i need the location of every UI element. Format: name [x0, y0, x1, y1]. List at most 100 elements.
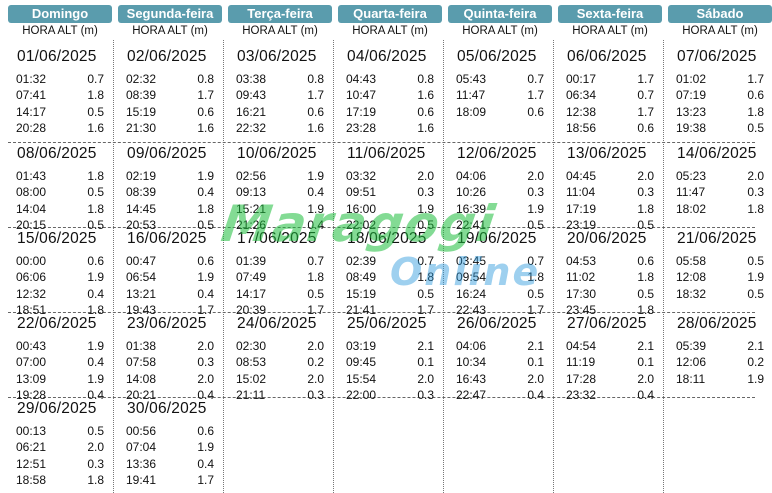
tide-time: 16:00	[346, 201, 377, 216]
tide-time: 08:53	[236, 355, 267, 370]
tide-height: 0.7	[417, 254, 434, 268]
tide-height: 1.8	[197, 201, 214, 216]
day-date: 20/06/2025	[567, 230, 647, 247]
tide-time: 11:02	[566, 270, 596, 285]
tide-height: 1.8	[87, 169, 104, 183]
tide-height: 2.1	[417, 339, 434, 353]
tide-time: 20:39	[236, 302, 267, 317]
tide-height: 0.4	[197, 286, 214, 301]
column-subheader: HORA ALT (m)	[352, 25, 428, 37]
tide-height: 0.8	[417, 72, 434, 86]
tide-height: 0.5	[747, 254, 764, 268]
tide-time: 16:21	[236, 104, 267, 119]
day-date: 01/06/2025	[17, 48, 97, 65]
tide-time: 18:11	[676, 371, 706, 386]
tide-time: 11:04	[566, 185, 596, 200]
tide-height: 0.4	[527, 387, 544, 402]
column-subheader: HORA ALT (m)	[242, 25, 318, 37]
tide-time: 10:47	[346, 88, 377, 103]
tide-time: 07:49	[236, 270, 267, 285]
day-date: 05/06/2025	[457, 48, 537, 65]
tide-time: 05:58	[676, 254, 707, 268]
tide-time: 21:26	[236, 217, 267, 232]
tide-time: 04:53	[566, 254, 597, 268]
tide-height: 1.8	[87, 201, 104, 216]
tide-height: 0.6	[307, 104, 324, 119]
day-date: 08/06/2025	[17, 145, 97, 162]
tide-time: 08:39	[126, 88, 157, 103]
day-header-2: Terça-feira	[228, 5, 332, 23]
tide-time: 20:15	[16, 217, 47, 232]
day-date: 19/06/2025	[457, 230, 537, 247]
tide-time: 14:17	[16, 104, 47, 119]
tide-height: 1.8	[87, 472, 104, 487]
tide-height: 0.4	[87, 387, 104, 402]
tide-height: 1.9	[747, 371, 764, 386]
tide-time: 18:58	[16, 472, 47, 487]
tide-time: 18:02	[676, 201, 707, 216]
tide-time: 04:54	[566, 339, 597, 353]
tide-time: 07:19	[676, 88, 707, 103]
day-date: 07/06/2025	[677, 48, 757, 65]
tide-height: 2.0	[417, 371, 434, 386]
day-header-5: Sexta-feira	[558, 5, 662, 23]
column-separator	[553, 40, 554, 493]
tide-height: 0.5	[197, 217, 214, 232]
day-date: 09/06/2025	[127, 145, 207, 162]
tide-height: 0.5	[527, 286, 544, 301]
day-date: 15/06/2025	[17, 230, 97, 247]
tide-time: 05:39	[676, 339, 707, 353]
day-date: 14/06/2025	[677, 145, 757, 162]
tide-height: 0.5	[747, 286, 764, 301]
day-header-0: Domingo	[8, 5, 112, 23]
tide-time: 01:02	[676, 72, 707, 86]
tide-height: 1.9	[197, 440, 214, 455]
tide-time: 14:45	[126, 201, 157, 216]
day-date: 03/06/2025	[237, 48, 317, 65]
tide-time: 07:41	[16, 88, 47, 103]
tide-height: 0.4	[197, 456, 214, 471]
watermark-logo: Maragogi Online	[218, 195, 562, 305]
column-subheader: HORA ALT (m)	[682, 25, 758, 37]
tide-height: 2.0	[527, 169, 544, 183]
tide-time: 18:09	[456, 104, 487, 119]
tide-height: 1.7	[417, 302, 434, 317]
day-date: 13/06/2025	[567, 145, 647, 162]
tide-height: 1.7	[307, 88, 324, 103]
tide-height: 1.7	[307, 302, 324, 317]
column-separator	[663, 40, 664, 493]
tide-height: 2.0	[637, 169, 654, 183]
tide-height: 0.3	[197, 355, 214, 370]
tide-time: 21:41	[346, 302, 377, 317]
tide-time: 20:53	[126, 217, 157, 232]
tide-height: 0.4	[637, 387, 654, 402]
tide-height: 0.4	[197, 185, 214, 200]
column-subheader: HORA ALT (m)	[462, 25, 538, 37]
tide-time: 23:28	[346, 120, 377, 135]
tide-height: 1.8	[307, 270, 324, 285]
tide-height: 0.5	[637, 217, 654, 232]
tide-height: 0.6	[197, 104, 214, 119]
tide-time: 16:39	[456, 201, 487, 216]
day-header-6: Sábado	[668, 5, 772, 23]
tide-time: 09:13	[236, 185, 267, 200]
tide-time: 19:43	[126, 302, 157, 317]
tide-height: 0.2	[747, 355, 764, 370]
tide-height: 2.0	[637, 371, 654, 386]
tide-height: 1.9	[307, 201, 324, 216]
tide-time: 00:47	[126, 254, 157, 268]
tide-height: 1.9	[417, 201, 434, 216]
tide-time: 22:02	[346, 217, 377, 232]
tide-height: 0.3	[527, 185, 544, 200]
tide-time: 00:43	[16, 339, 47, 353]
tide-height: 0.6	[197, 254, 214, 268]
tide-height: 1.7	[197, 472, 214, 487]
day-date: 22/06/2025	[17, 315, 97, 332]
day-date: 12/06/2025	[457, 145, 537, 162]
tide-time: 21:30	[126, 120, 157, 135]
tide-height: 1.8	[417, 270, 434, 285]
day-date: 30/06/2025	[127, 400, 207, 417]
tide-time: 17:28	[566, 371, 597, 386]
tide-height: 0.3	[747, 185, 764, 200]
tide-time: 12:32	[16, 286, 47, 301]
